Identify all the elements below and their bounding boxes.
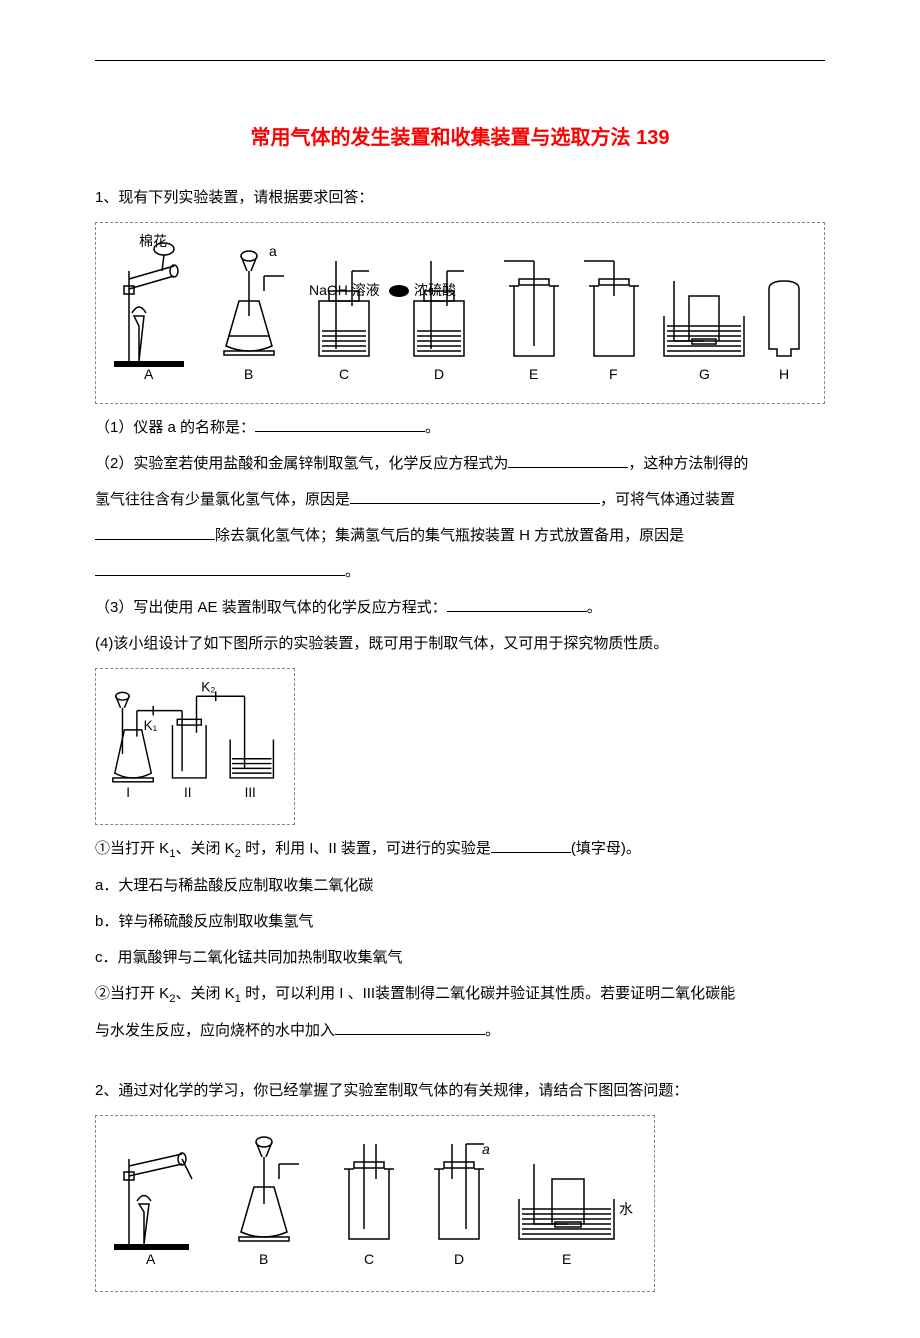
q1-part4-2b: 与水发生反应，应向烧杯的水中加入。 — [95, 1013, 825, 1049]
q2-figure: A B — [95, 1115, 655, 1292]
blank — [447, 597, 587, 612]
blank — [491, 838, 571, 853]
q1f2-label-III: III — [245, 785, 256, 800]
q1-label-D: D — [434, 366, 444, 381]
q2-prompt: 2、通过对化学的学习，你已经掌握了实验室制取气体的有关规律，请结合下图回答问题： — [95, 1073, 825, 1109]
q1-part2b: 氢气往往含有少量氯化氢气体，原因是，可将气体通过装置 — [95, 482, 825, 518]
q1f2-label-II: II — [184, 785, 191, 800]
q2-label-D: D — [454, 1251, 464, 1267]
page-title: 常用气体的发生装置和收集装置与选取方法 139 — [95, 121, 825, 150]
q2-label-A: A — [146, 1251, 156, 1267]
top-rule — [95, 60, 825, 61]
blank — [95, 525, 215, 540]
q1-a-label: a — [269, 243, 277, 259]
k1-label: K₁ — [144, 718, 158, 733]
q1-part4: (4)该小组设计了如下图所示的实验装置，既可用于制取气体，又可用于探究物质性质。 — [95, 626, 825, 662]
q1-figure: 棉花 A a B — [95, 222, 825, 404]
blank — [350, 489, 600, 504]
blank — [335, 1020, 485, 1035]
q1-label-C: C — [339, 366, 349, 381]
blank — [508, 453, 628, 468]
q2-a-label: a — [482, 1141, 490, 1157]
q1-part4-1: ①当打开 K1、关闭 K2 时，利用 I、II 装置，可进行的实验是(填字母)。 — [95, 831, 825, 868]
q1-label-H: H — [779, 366, 789, 381]
q1-part2d: 。 — [95, 554, 825, 590]
q1-part3: （3）写出使用 AE 装置制取气体的化学反应方程式：。 — [95, 590, 825, 626]
q1-label-E: E — [529, 366, 538, 381]
naoh-label: NaOH 溶液 — [309, 282, 380, 298]
h2so4-label: 浓硫酸 — [414, 282, 456, 298]
k2-label: K₂ — [201, 679, 215, 694]
cotton-label: 棉花 — [139, 233, 167, 249]
blank — [95, 561, 345, 576]
q1-figure2: K₁ K₂ I II III — [95, 668, 295, 825]
q1-prompt: 1、现有下列实验装置，请根据要求回答： — [95, 180, 825, 216]
q2-label-E: E — [562, 1251, 571, 1267]
q1-part4-2: ②当打开 K2、关闭 K1 时，可以利用 I 、III装置制得二氧化碳并验证其性… — [95, 976, 825, 1013]
water-label: 水 — [619, 1201, 633, 1217]
q1-label-F: F — [609, 366, 618, 381]
q1-label-G: G — [699, 366, 710, 381]
q1-part1: （1）仪器 a 的名称是：。 — [95, 410, 825, 446]
q1-label-B: B — [244, 366, 253, 381]
q1-opt-a: a．大理石与稀盐酸反应制取收集二氧化碳 — [95, 868, 825, 904]
q1-opt-c: c．用氯酸钾与二氧化锰共同加热制取收集氧气 — [95, 940, 825, 976]
q2-label-C: C — [364, 1251, 374, 1267]
blank — [255, 417, 425, 432]
q1-label-A: A — [144, 366, 154, 381]
q1-part2c: 除去氯化氢气体；集满氢气后的集气瓶按装置 H 方式放置备用，原因是 — [95, 518, 825, 554]
q1f2-label-I: I — [126, 785, 130, 800]
q1-part2: （2）实验室若使用盐酸和金属锌制取氢气，化学反应方程式为，这种方法制得的 — [95, 446, 825, 482]
q1-opt-b: b．锌与稀硫酸反应制取收集氢气 — [95, 904, 825, 940]
q2-label-B: B — [259, 1251, 268, 1267]
